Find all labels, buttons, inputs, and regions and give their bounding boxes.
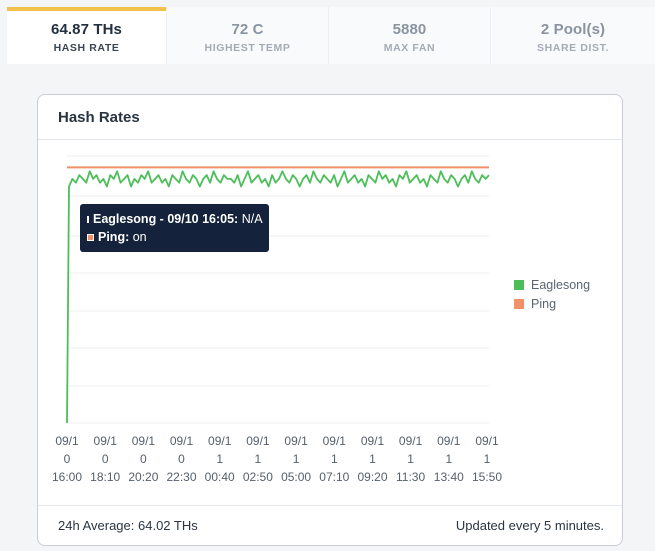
x-tick-label: 09/1 1 02:50: [243, 434, 273, 484]
series-line-eaglesong: [66, 170, 490, 424]
legend-item-eaglesong[interactable]: Eaglesong: [514, 275, 590, 294]
card-title: Hash Rates: [58, 108, 140, 126]
x-tick-label: 09/1 1 15:50: [472, 434, 502, 484]
chart-series: [66, 166, 490, 424]
card-footer: 24h Average: 64.02 THs Updated every 5 m…: [38, 505, 622, 545]
chart-legend: Eaglesong Ping: [514, 275, 590, 313]
x-tick-label: 09/1 1 05:00: [281, 434, 311, 484]
x-tick-label: 09/1 0 22:30: [166, 434, 196, 484]
tooltip-ping-value: on: [132, 230, 147, 244]
update-interval-text: Updated every 5 minutes.: [455, 518, 604, 533]
highest-temp-value: 72 C: [231, 21, 264, 38]
tooltip-row-ping: Ping: on: [87, 228, 262, 246]
x-tick-label: 09/1 1 13:40: [434, 434, 464, 484]
x-tick-label: 09/1 1 11:30: [396, 434, 425, 484]
x-tick-label: 09/1 1 00:40: [205, 434, 235, 484]
tab-hash-rate[interactable]: 64.87 THs HASH RATE: [7, 7, 167, 64]
legend-label-eaglesong: Eaglesong: [531, 277, 591, 292]
tooltip-eaglesong-swatch: [87, 215, 89, 223]
tab-highest-temp[interactable]: 72 C HIGHEST TEMP: [167, 7, 329, 64]
x-tick-label: 09/1 0 18:10: [90, 434, 120, 484]
x-tick-label: 09/1 0 20:20: [128, 434, 158, 484]
share-dist-label: SHARE DIST.: [537, 42, 609, 54]
tab-share-dist[interactable]: 2 Pool(s) SHARE DIST.: [491, 7, 655, 64]
legend-item-ping[interactable]: Ping: [514, 294, 590, 313]
stats-tab-bar: 64.87 THs HASH RATE 72 C HIGHEST TEMP 58…: [7, 7, 655, 64]
tooltip-eaglesong-label: Eaglesong - 09/10 16:05:: [93, 212, 239, 226]
tab-max-fan[interactable]: 5880 MAX FAN: [329, 7, 491, 64]
tooltip-row-eaglesong: Eaglesong - 09/10 16:05: N/A: [87, 210, 263, 228]
legend-label-ping: Ping: [531, 296, 557, 311]
share-dist-value: 2 Pool(s): [540, 21, 606, 38]
x-tick-label: 09/1 0 16:00: [52, 434, 82, 484]
max-fan-value: 5880: [392, 21, 427, 38]
hash-rate-label: HASH RATE: [53, 42, 120, 54]
hash-rates-card: Hash Rates 24h Average: 64.02 THs Update…: [37, 94, 623, 546]
x-tick-label: 09/1 1 07:10: [319, 434, 349, 484]
eaglesong-swatch: [514, 279, 524, 290]
tooltip-ping-swatch: [87, 233, 94, 241]
chart-tooltip: Eaglesong - 09/10 16:05: N/A Ping: on: [80, 204, 269, 252]
max-fan-label: MAX FAN: [383, 42, 436, 54]
chart-grid: [67, 155, 489, 424]
card-header: Hash Rates: [38, 95, 622, 140]
highest-temp-label: HIGHEST TEMP: [204, 42, 291, 54]
average-hashrate-text: 24h Average: 64.02 THs: [58, 518, 198, 533]
x-axis-tick-labels: 09/1 0 16:00 09/1 0 18:10 09/1 0 20:20 09/1 0 22:30…: [52, 434, 502, 484]
tooltip-eaglesong-value: N/A: [241, 212, 263, 226]
tooltip-ping-label: Ping:: [98, 230, 130, 244]
x-tick-label: 09/1 1 09:20: [357, 434, 387, 484]
hash-rate-value: 64.87 THs: [51, 21, 122, 38]
ping-swatch: [514, 298, 524, 309]
